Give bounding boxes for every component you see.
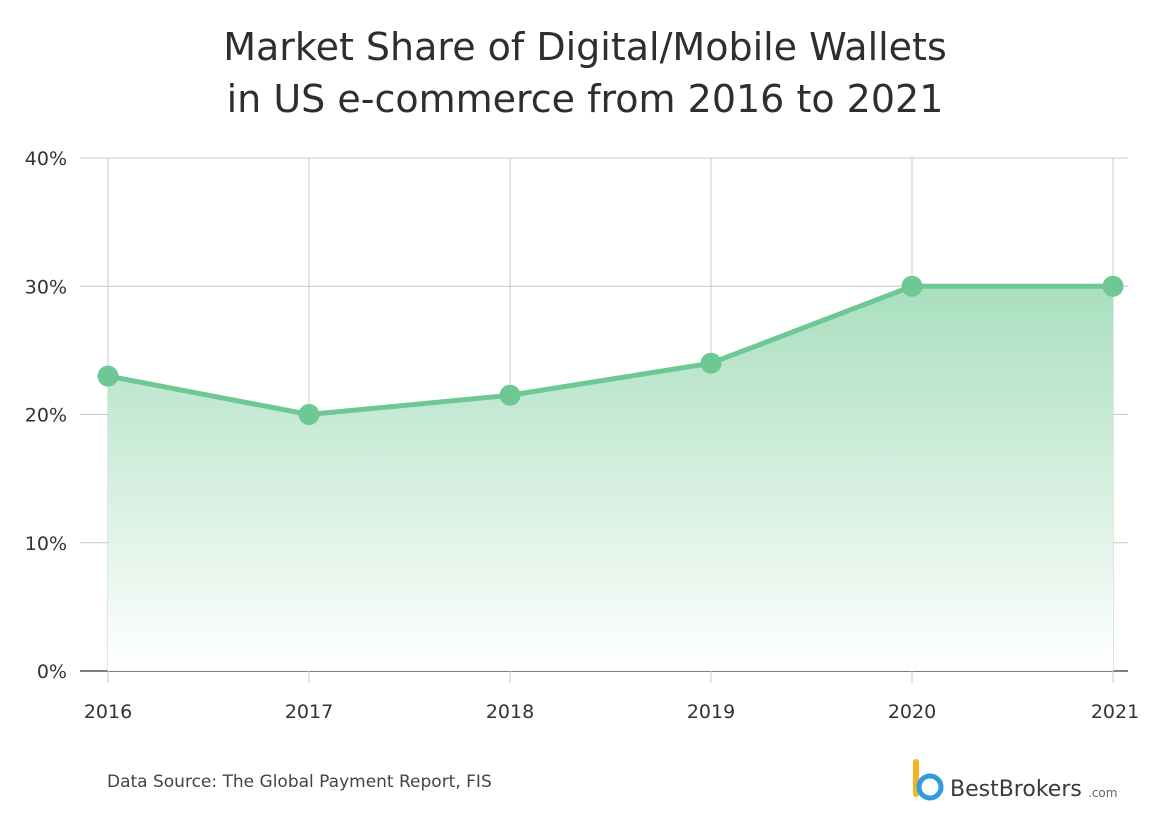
data-points [97,275,1124,425]
area-fill [108,286,1113,671]
x-tick-label: 2016 [84,701,132,723]
data-point-2018 [499,384,521,406]
data-point-2017 [298,404,320,425]
logo-ring [916,773,944,801]
x-tick-label: 2020 [888,701,936,723]
chart-title-line-1: Market Share of Digital/Mobile Wallets [223,25,947,69]
x-axis-ticks: 2016 2017 2018 2019 2020 2021 [84,701,1139,723]
y-tick-label: 10% [25,533,67,555]
data-source-note: Data Source: The Global Payment Report, … [107,772,492,792]
x-tick-label: 2019 [687,701,735,723]
series-line [105,283,1116,417]
chart-title-line-2: in US e-commerce from 2016 to 2021 [227,77,944,121]
y-tick-label: 30% [25,276,67,298]
bestbrokers-logo: BestBrokers .com [913,759,1117,802]
y-tick-label: 0% [37,661,67,683]
data-point-2021 [1102,275,1124,297]
y-tick-label: 40% [25,148,67,170]
x-tick-label: 2021 [1091,701,1139,723]
brand-domain: .com [1088,786,1117,800]
y-tick-label: 20% [25,405,67,427]
x-tick-label: 2018 [486,701,534,723]
data-point-2020 [901,275,923,297]
brand-name: BestBrokers [950,777,1082,802]
x-tick-label: 2017 [285,701,333,723]
y-axis-ticks: 0% 10% 20% 30% 40% [25,148,67,683]
data-point-2016 [97,365,119,387]
data-point-2019 [700,352,722,374]
